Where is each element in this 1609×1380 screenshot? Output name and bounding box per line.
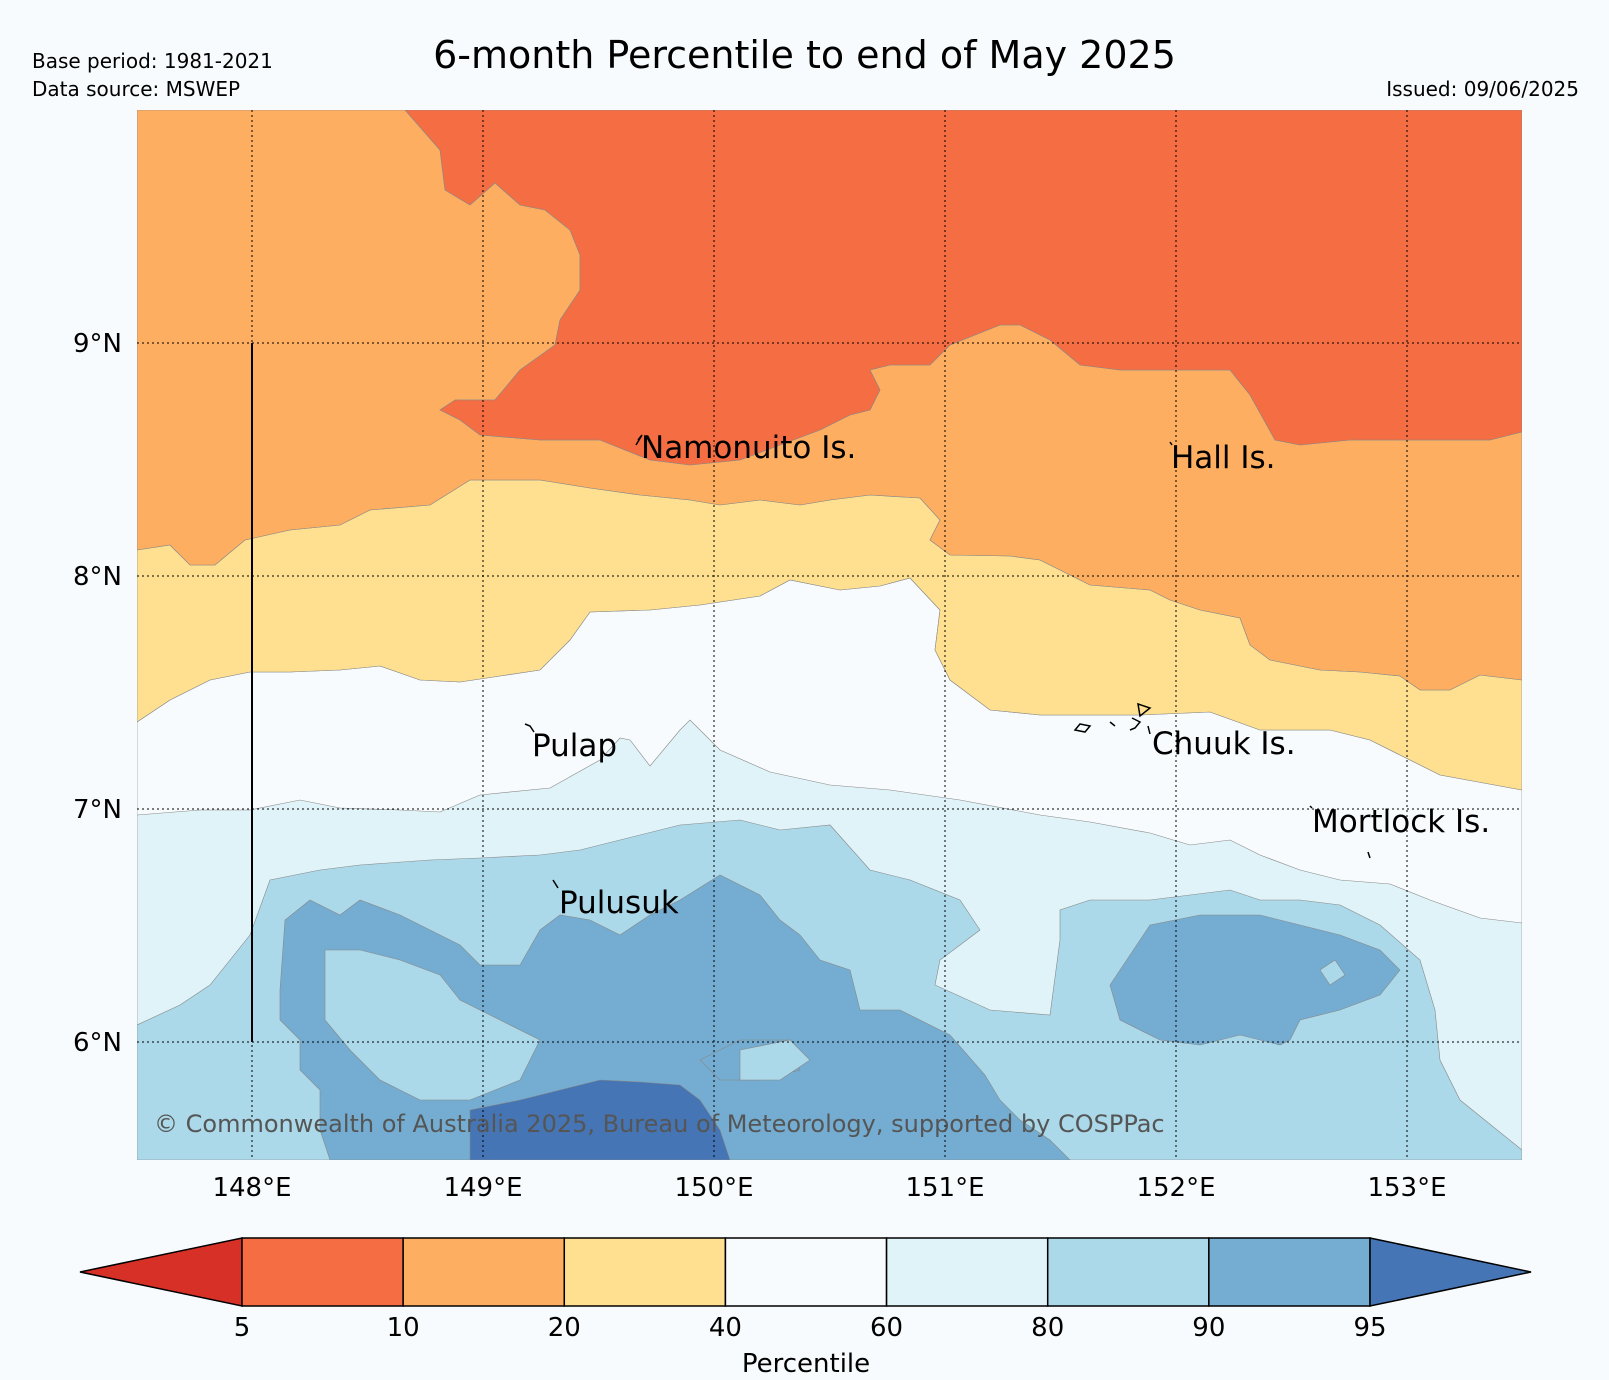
colorbar-title: Percentile — [742, 1349, 870, 1379]
lon-label: 151°E — [905, 1173, 984, 1203]
colorbar-tick-label: 80 — [1031, 1313, 1064, 1343]
label-hall: Hall Is. — [1171, 440, 1276, 476]
colorbar-tick-label: 90 — [1192, 1313, 1225, 1343]
colorbar-segment-p90_95 — [1208, 1237, 1371, 1307]
mortlock-mark — [1309, 805, 1371, 859]
colorbar-segment-p5_10 — [241, 1237, 404, 1307]
label-chuuk: Chuuk Is. — [1152, 726, 1296, 762]
lon-label: 153°E — [1367, 1173, 1446, 1203]
colorbar-tick-label: 10 — [387, 1313, 420, 1343]
base-period-text: Base period: 1981-2021 — [32, 49, 273, 73]
island-marks — [524, 434, 1371, 889]
hall-mark — [1169, 441, 1173, 446]
label-namonuito: Namonuito Is. — [641, 430, 856, 466]
band-80-90-inset-west — [324, 949, 541, 1101]
issued-date: Issued: 09/06/2025 — [1386, 77, 1579, 101]
namonuito-mark — [635, 434, 643, 446]
colorbar-segments — [241, 1237, 1371, 1307]
pulusuk-mark — [552, 879, 559, 889]
pulap-mark — [524, 723, 535, 733]
map-metadata: Base period: 1981-2021 Data source: MSWE… — [32, 47, 273, 103]
colorbar-segment-p20_40 — [563, 1237, 727, 1307]
band-above-95 — [469, 1079, 731, 1160]
copyright-notice: © Commonwealth of Australia 2025, Bureau… — [154, 1110, 1165, 1138]
colorbar-segment-p40_60 — [724, 1237, 888, 1307]
lon-label: 149°E — [443, 1173, 522, 1203]
colorbar-tick-label: 40 — [709, 1313, 742, 1343]
colorbar-above-95 — [1369, 1237, 1532, 1307]
colorbar-segment-p80_90 — [1046, 1237, 1210, 1307]
lon-label: 148°E — [212, 1173, 291, 1203]
label-mortlock: Mortlock Is. — [1312, 804, 1490, 840]
colorbar: 5 10 20 40 60 80 90 95 Percentile — [79, 1237, 1532, 1379]
axis-labels: 9°N 8°N 7°N 6°N 148°E 149°E 150°E 151°E 152°E 153… — [73, 329, 1447, 1203]
colorbar-below-5 — [79, 1237, 243, 1307]
contour-layer — [137, 110, 1522, 1160]
data-source-text: Data source: MSWEP — [32, 77, 241, 101]
colorbar-tick-label: 60 — [870, 1313, 903, 1343]
band-5-10 — [404, 110, 1522, 466]
colorbar-tick-label: 5 — [234, 1313, 251, 1343]
map-title: 6-month Percentile to end of May 2025 — [433, 33, 1176, 77]
band-80-90-inset-mid — [739, 1039, 811, 1081]
lon-label: 152°E — [1136, 1173, 1215, 1203]
band-90-95-east — [1109, 914, 1401, 1046]
colorbar-tick-label: 95 — [1353, 1313, 1386, 1343]
lat-label: 6°N — [73, 1028, 122, 1058]
colorbar-segment-p10_20 — [402, 1237, 566, 1307]
colorbar-ticks: 5 10 20 40 60 80 90 95 — [234, 1313, 1387, 1343]
lat-label: 9°N — [73, 329, 122, 359]
lat-label: 7°N — [73, 795, 122, 825]
label-pulap: Pulap — [532, 728, 617, 764]
lon-label: 150°E — [674, 1173, 753, 1203]
chuuk-mark — [1073, 702, 1152, 735]
label-pulusuk: Pulusuk — [559, 885, 679, 921]
colorbar-tick-label: 20 — [548, 1313, 581, 1343]
colorbar-segment-p60_80 — [885, 1237, 1049, 1307]
lat-label: 8°N — [73, 562, 122, 592]
band-80-90-inset-east — [1319, 959, 1346, 986]
